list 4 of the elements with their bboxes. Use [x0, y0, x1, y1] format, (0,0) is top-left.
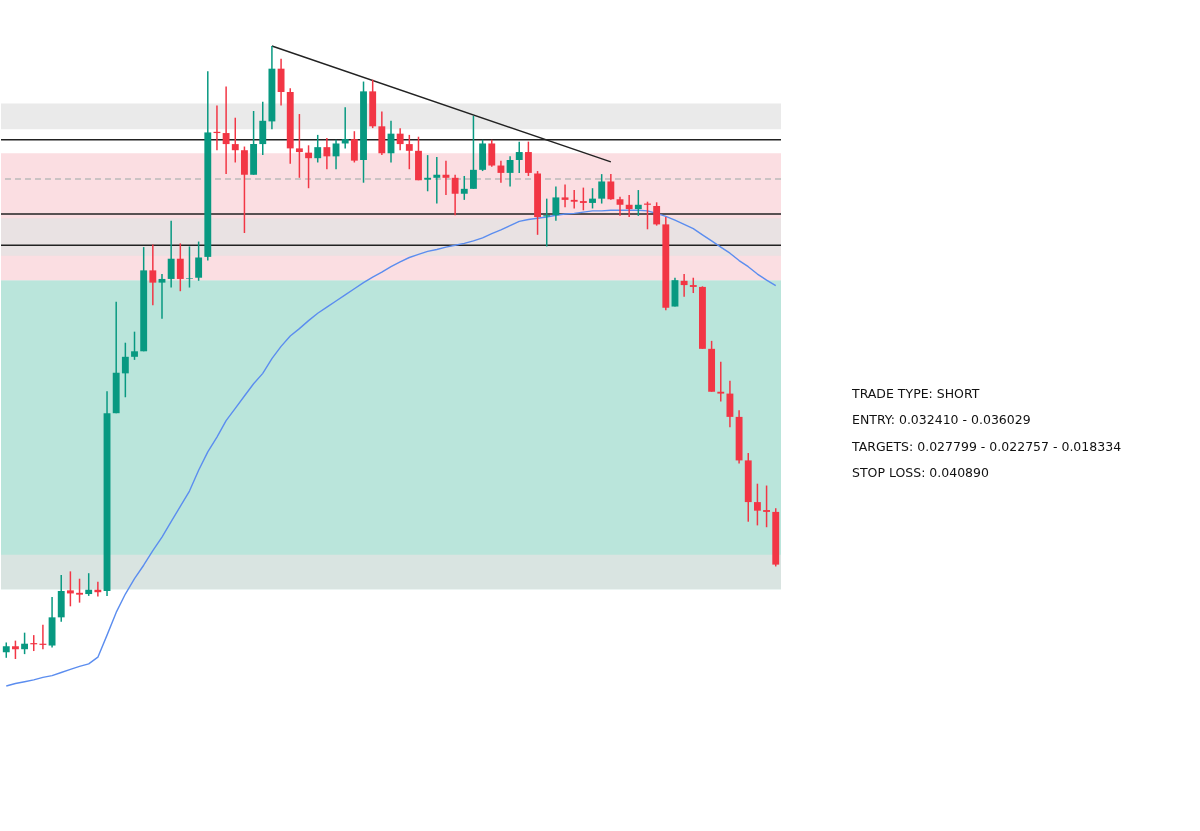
text: ENTRY: 0.032410 - 0.036029	[852, 412, 1031, 428]
text: TRADE TYPE: SHORT	[851, 386, 980, 402]
text: STOP LOSS: 0.040890	[852, 464, 990, 480]
text: TARGETS: 0.027799 - 0.022757 - 0.018334	[851, 438, 1122, 454]
